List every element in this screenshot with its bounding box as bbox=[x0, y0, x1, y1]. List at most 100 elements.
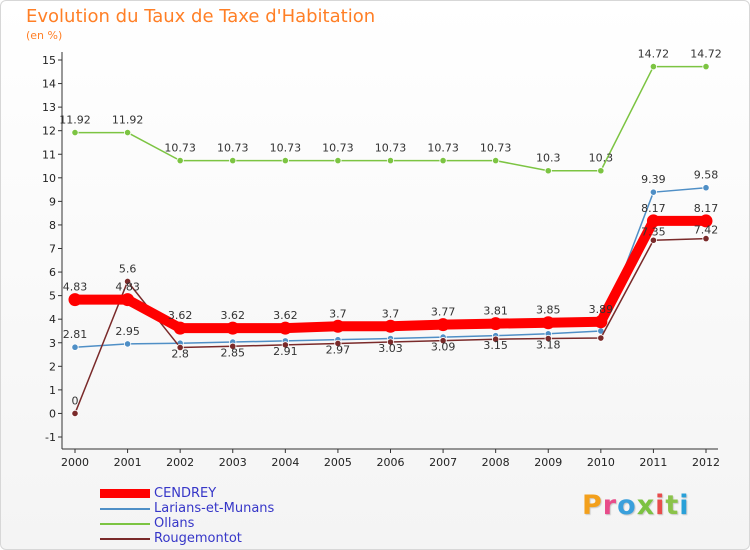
data-point bbox=[331, 319, 345, 333]
data-point bbox=[492, 335, 500, 343]
x-tick-label: 2003 bbox=[219, 456, 247, 469]
y-tick-label: 6 bbox=[49, 266, 56, 279]
legend-label: CENDREY bbox=[154, 486, 217, 501]
data-point bbox=[71, 343, 79, 351]
data-label: 14.72 bbox=[638, 48, 670, 61]
data-point bbox=[544, 334, 552, 343]
data-point bbox=[649, 236, 658, 244]
data-point bbox=[489, 317, 503, 331]
data-point bbox=[386, 157, 395, 165]
data-point bbox=[541, 316, 555, 330]
y-tick-label: 0 bbox=[49, 407, 56, 420]
data-point bbox=[699, 214, 713, 228]
data-point bbox=[229, 342, 237, 350]
data-label: 2.81 bbox=[63, 328, 88, 341]
y-tick-label: 11 bbox=[42, 148, 56, 161]
data-label: 3.03 bbox=[378, 342, 403, 355]
data-point bbox=[386, 338, 395, 346]
data-label: 8.17 bbox=[641, 202, 666, 215]
data-label: 9.58 bbox=[694, 169, 719, 182]
data-point bbox=[702, 235, 710, 243]
data-label: 4.83 bbox=[63, 281, 88, 294]
data-point bbox=[121, 293, 135, 307]
data-label: 8.17 bbox=[694, 202, 719, 215]
data-label: 10.73 bbox=[480, 142, 512, 155]
chart-legend: CENDREY Larians-et-Munans Ollans Rougemonto… bbox=[100, 486, 274, 546]
data-label: 10.3 bbox=[536, 152, 561, 165]
data-label: 2.85 bbox=[221, 346, 246, 359]
y-tick-label: 14 bbox=[42, 78, 56, 91]
data-point bbox=[594, 315, 608, 329]
data-point bbox=[597, 334, 605, 342]
data-label: 10.73 bbox=[270, 142, 302, 155]
x-tick-label: 2009 bbox=[534, 456, 562, 469]
proxiti-logo: Proxiti bbox=[582, 490, 690, 521]
data-label: 5.6 bbox=[119, 262, 137, 275]
data-point bbox=[68, 293, 82, 307]
data-label: 3.7 bbox=[329, 307, 347, 320]
data-point bbox=[436, 318, 450, 332]
y-tick-label: 15 bbox=[42, 54, 56, 67]
chart-title: Evolution du Taux de Taxe d'Habitation bbox=[26, 6, 376, 27]
y-tick-label: 5 bbox=[49, 290, 56, 303]
x-tick-label: 2010 bbox=[587, 456, 615, 469]
data-point bbox=[649, 62, 658, 71]
data-point bbox=[439, 337, 447, 345]
data-label: 11.92 bbox=[59, 114, 91, 127]
y-tick-label: 13 bbox=[42, 101, 56, 114]
legend-item: Rougemontot bbox=[100, 531, 274, 546]
data-label: 0 bbox=[72, 394, 79, 407]
data-label: 10.73 bbox=[427, 142, 459, 155]
data-point bbox=[492, 157, 500, 165]
y-tick-label: 10 bbox=[42, 172, 56, 185]
data-label: 3.85 bbox=[536, 304, 561, 317]
x-tick-label: 2000 bbox=[61, 456, 89, 469]
data-label: 3.15 bbox=[483, 339, 508, 352]
data-label: 3.62 bbox=[168, 309, 193, 322]
data-point bbox=[597, 167, 605, 175]
x-tick-label: 2008 bbox=[482, 456, 510, 469]
data-label: 2.95 bbox=[115, 325, 140, 338]
y-tick-label: 2 bbox=[49, 360, 56, 373]
data-label: 10.73 bbox=[322, 142, 354, 155]
data-point bbox=[702, 62, 710, 71]
x-tick-label: 2001 bbox=[114, 456, 142, 469]
legend-swatch bbox=[100, 537, 150, 540]
x-tick-label: 2005 bbox=[324, 456, 352, 469]
data-label: 10.73 bbox=[164, 142, 196, 155]
data-point bbox=[281, 341, 289, 349]
y-tick-label: 8 bbox=[49, 219, 56, 232]
data-point bbox=[176, 343, 184, 352]
data-label: 2.91 bbox=[273, 345, 298, 358]
data-label: 11.92 bbox=[112, 114, 144, 127]
data-point bbox=[544, 167, 552, 175]
y-tick-label: 12 bbox=[42, 125, 56, 138]
y-axis-unit: (en %) bbox=[26, 29, 63, 42]
data-point bbox=[71, 409, 79, 418]
data-label: 9.39 bbox=[641, 173, 666, 186]
data-label: 3.62 bbox=[273, 309, 298, 322]
data-point bbox=[334, 157, 342, 165]
y-tick-label: 7 bbox=[49, 243, 56, 256]
data-label: 2.97 bbox=[326, 343, 351, 356]
data-point bbox=[646, 214, 660, 228]
x-tick-label: 2012 bbox=[692, 456, 720, 469]
data-label: 3.89 bbox=[589, 303, 614, 316]
legend-swatch bbox=[100, 507, 150, 510]
x-tick-label: 2011 bbox=[639, 456, 667, 469]
data-point bbox=[71, 128, 79, 137]
x-tick-label: 2007 bbox=[429, 456, 457, 469]
data-label: 10.3 bbox=[589, 152, 614, 165]
data-point bbox=[702, 184, 710, 192]
y-tick-label: 1 bbox=[49, 384, 56, 397]
legend-swatch bbox=[100, 489, 150, 498]
data-point bbox=[123, 128, 132, 137]
data-point bbox=[439, 157, 447, 165]
legend-item: Ollans bbox=[100, 516, 274, 531]
legend-swatch bbox=[100, 522, 150, 525]
data-point bbox=[229, 157, 237, 165]
data-label: 4.83 bbox=[115, 281, 140, 294]
data-label: 7.42 bbox=[694, 224, 719, 237]
data-point bbox=[281, 157, 289, 165]
